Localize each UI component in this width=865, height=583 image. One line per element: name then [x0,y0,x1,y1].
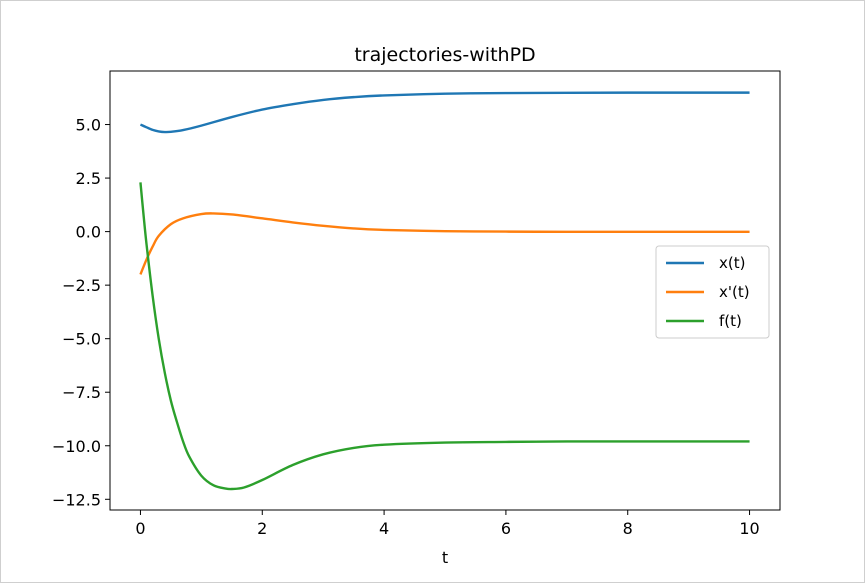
y-tick-label: −2.5 [62,276,101,295]
legend: x(t) x'(t) f(t) [655,245,770,339]
x-tick-label: 0 [135,519,145,538]
x-tick-label: 2 [257,519,267,538]
y-tick-label: −10.0 [52,437,101,456]
series-line-3 [139,182,750,491]
x-tick-label: 8 [623,519,633,538]
legend-box [655,245,770,339]
plot-lines [139,91,750,491]
series-line-1 [139,91,750,134]
y-tick-label: −7.5 [62,383,101,402]
series-line-2 [139,212,750,275]
x-tick-label: 6 [501,519,511,538]
chart-title: trajectories-withPD [354,44,535,66]
y-tick-label: 0.0 [76,223,101,242]
axes-frame [109,70,781,511]
legend-label: f(t) [719,312,742,330]
x-axis-ticks: 0 2 4 6 8 10 [135,510,760,538]
y-tick-label: −5.0 [62,330,101,349]
x-axis-label: t [442,548,448,567]
x-tick-label: 10 [739,519,759,538]
y-axis-ticks: 5.0 2.5 0.0 −2.5 −5.0 −7.5 −10.0 −12.5 [52,116,110,509]
y-tick-label: 2.5 [76,169,101,188]
y-tick-label: 5.0 [76,116,101,135]
x-tick-label: 4 [379,519,389,538]
legend-label: x(t) [719,254,745,272]
legend-label: x'(t) [719,283,750,301]
y-tick-label: −12.5 [52,490,101,509]
